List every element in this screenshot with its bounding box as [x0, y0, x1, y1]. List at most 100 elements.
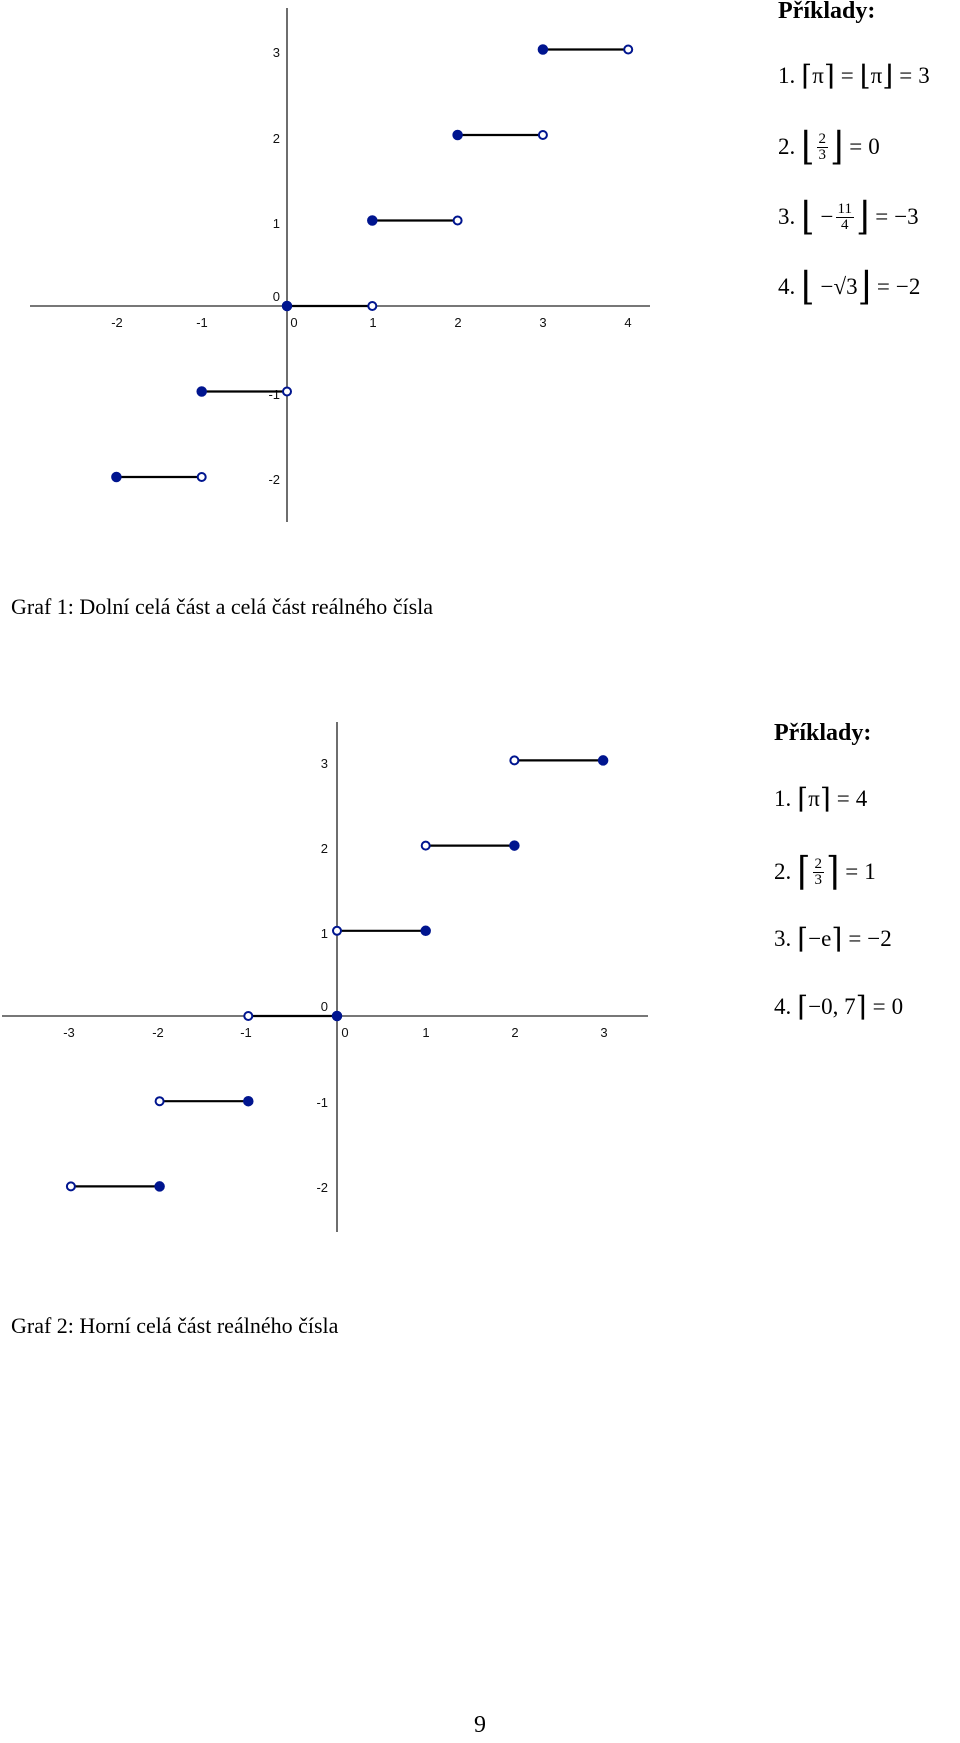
- chart2-y-tick-label: 3: [321, 756, 328, 771]
- example-number: 1.: [774, 786, 792, 811]
- example-number: 1.: [778, 63, 796, 88]
- fraction: 2 3: [816, 130, 829, 163]
- fraction: 2 3: [812, 855, 825, 888]
- chart2-open-endpoint: [332, 925, 342, 936]
- chart1-x-tick-label: 0: [290, 315, 297, 330]
- ceil-left-bracket: ⌈: [797, 990, 809, 1023]
- chart2-open-endpoint: [509, 755, 520, 766]
- equals-sign: =: [836, 786, 850, 811]
- chart1-closed-endpoint: [367, 215, 378, 226]
- example-result: 0: [891, 994, 904, 1019]
- floor-right-bracket: ⌋: [855, 194, 870, 240]
- floor-right-bracket: ⌋: [830, 124, 844, 170]
- chart1-open-endpoint: [367, 301, 378, 311]
- floor-example-2: 2. ⌊ 2 3 ⌋ = 0: [778, 124, 880, 170]
- chart1-closed-endpoint: [111, 471, 122, 483]
- floor-example-3: 3. ⌊ − 11 4 ⌋ = −3: [778, 194, 919, 240]
- floor-function-chart: -2 -1 0 1 2 3 4 -2 -1 0 1 2 3: [30, 8, 650, 522]
- chart1-y-tick-label: 0: [273, 289, 280, 304]
- chart2-y-tick-label: -2: [316, 1180, 328, 1195]
- chart1-closed-endpoint: [537, 44, 549, 55]
- equals-sign: =: [876, 274, 890, 299]
- example-operand: −0, 7: [808, 994, 856, 1019]
- ceiling-example-4: 4. ⌈ −0, 7 ⌉ = 0: [774, 993, 903, 1021]
- chart2-closed-endpoint: [597, 755, 609, 766]
- fraction-numerator: 2: [816, 130, 829, 148]
- ceil-left-bracket: ⌈: [797, 922, 809, 955]
- equals-sign: =: [849, 134, 863, 159]
- ceil-left-bracket: ⌈: [801, 59, 813, 92]
- equals-sign: =: [845, 859, 859, 884]
- chart1-x-tick-label: -1: [196, 315, 208, 330]
- chart1-y-tick-label: -2: [268, 472, 280, 487]
- chart2-y-tick-label: 1: [321, 926, 328, 941]
- example-operand: −e: [808, 926, 832, 951]
- chart1-y-tick-label: -1: [268, 387, 280, 402]
- example-number: 4.: [774, 994, 792, 1019]
- chart1-x-tick-label: -2: [111, 315, 123, 330]
- chart2-x-tick-label: 1: [422, 1025, 429, 1040]
- examples-heading: Příklady:: [774, 720, 872, 746]
- example-operand: π: [812, 63, 824, 88]
- fraction-numerator: 2: [812, 855, 825, 873]
- page-number: 9: [474, 1712, 486, 1738]
- chart2-x-tick-label: -1: [240, 1025, 252, 1040]
- equals-sign: =: [899, 63, 913, 88]
- chart1-closed-endpoint: [196, 386, 207, 397]
- floor-left-bracket: ⌊: [801, 124, 815, 170]
- example-number: 2.: [774, 859, 792, 884]
- example-result: 1: [864, 859, 876, 884]
- ceiling-example-2: 2. ⌈ 2 3 ⌉ = 1: [774, 849, 876, 895]
- chart1-y-tick-label: 3: [273, 45, 280, 60]
- chart2-x-tick-label: 0: [341, 1025, 348, 1040]
- chart1-closed-endpoint: [452, 129, 463, 141]
- chart1-x-tick-label: 3: [539, 315, 546, 330]
- example-number: 2.: [778, 134, 796, 159]
- example-number: 4.: [778, 274, 796, 299]
- chart1-y-tick-label: 2: [273, 131, 280, 146]
- chart2-closed-endpoint: [154, 1181, 165, 1192]
- equals-sign: =: [840, 63, 854, 88]
- example-result: −2: [895, 274, 921, 299]
- fraction-numerator: 11: [835, 200, 854, 218]
- graph1-caption: Graf 1: Dolní celá část a celá část reál…: [11, 594, 434, 619]
- chart2-x-tick-label: 2: [511, 1025, 518, 1040]
- chart1-step-segments: [111, 44, 634, 483]
- ceil-right-bracket: ⌉: [819, 782, 831, 815]
- floor-example-1: 1. ⌈ π ⌉ = ⌊ π ⌋ = 3: [778, 62, 930, 90]
- chart1-open-endpoint: [537, 130, 548, 140]
- ceiling-example-1: 1. ⌈ π ⌉ = 4: [774, 785, 867, 813]
- example-operand: −√3: [820, 274, 858, 299]
- chart1-axes: [30, 8, 650, 522]
- chart2-closed-endpoint: [331, 1010, 343, 1022]
- fraction-denominator: 3: [814, 871, 823, 888]
- chart2-step-segments: [65, 755, 609, 1192]
- graph2-caption: Graf 2: Horní celá část reálného čísla: [11, 1313, 339, 1338]
- floor-right-bracket: ⌋: [857, 264, 871, 310]
- floor-left-bracket: ⌊: [801, 194, 815, 240]
- ceil-right-bracket: ⌉: [855, 990, 867, 1023]
- example-number: 3.: [774, 926, 792, 951]
- example-result: 3: [918, 63, 930, 88]
- equals-sign: =: [875, 204, 889, 229]
- floor-right-bracket: ⌋: [882, 59, 894, 92]
- chart2-open-endpoint: [65, 1181, 76, 1192]
- example-result: 0: [868, 134, 880, 159]
- chart2-open-endpoint: [243, 1011, 254, 1021]
- ceil-left-bracket: ⌈: [797, 782, 809, 815]
- chart2-x-tick-label: -2: [152, 1025, 164, 1040]
- chart2-x-tick-labels: -3 -2 -1 0 1 2 3: [63, 1025, 607, 1040]
- chart1-y-tick-label: 1: [273, 216, 280, 231]
- ceiling-function-chart: -3 -2 -1 0 1 2 3 -2 -1 0 1 2 3: [2, 722, 648, 1232]
- example-operand: π: [808, 786, 820, 811]
- chart1-open-endpoint: [282, 386, 292, 397]
- chart2-x-tick-label: -3: [63, 1025, 75, 1040]
- chart2-y-tick-label: 2: [321, 841, 328, 856]
- floor-example-4: 4. ⌊ −√3 ⌋ = −2: [778, 264, 921, 310]
- floor-left-bracket: ⌊: [801, 264, 815, 310]
- ceil-left-bracket: ⌈: [797, 849, 811, 895]
- chart1-x-tick-label: 4: [624, 315, 631, 330]
- chart1-y-tick-labels: -2 -1 0 1 2 3: [268, 45, 280, 487]
- chart1-open-endpoint: [623, 44, 634, 55]
- example-result: 4: [855, 786, 868, 811]
